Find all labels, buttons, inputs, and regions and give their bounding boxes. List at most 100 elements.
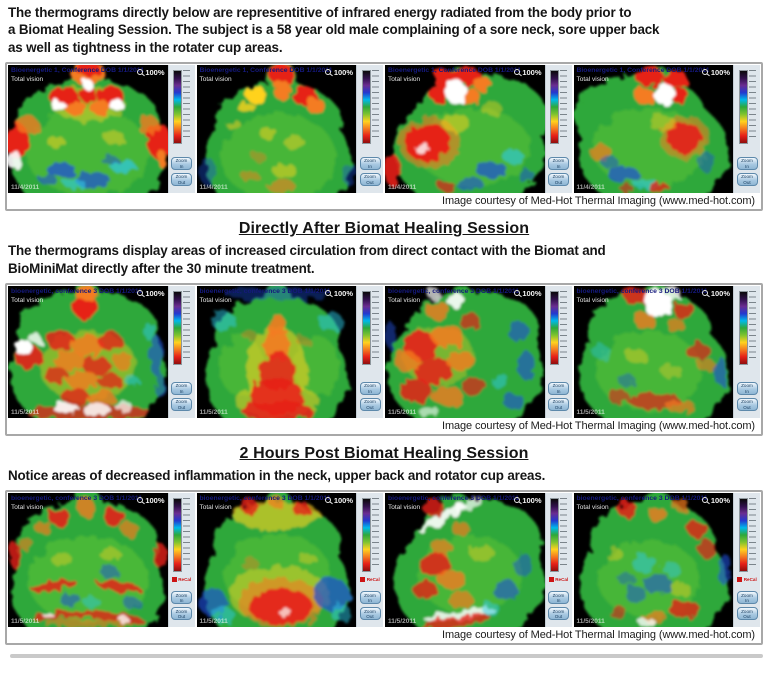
panel-subtitle: Total vision: [199, 503, 232, 511]
temperature-scale: [361, 498, 379, 573]
temperature-scale: [173, 70, 190, 145]
thermogram-panel: Bioenergetic 1, Conference DOB 1/1/2011 …: [8, 65, 195, 194]
thermogram-strip: Bioenergetic 1, Conference DOB 1/1/2011 …: [5, 62, 763, 212]
thermogram-panel: bioenergetic, conference 3 DOB 1/1/2011 …: [573, 493, 760, 628]
capture-date: 11/5/2011: [576, 618, 605, 626]
zoom-percentage: 100%: [333, 495, 353, 505]
recal-icon: [171, 577, 177, 583]
color-scale-strip: ReCal Zoom In Zoom Out: [167, 493, 195, 628]
section-heading: 2 Hours Post Biomat Healing Session: [239, 445, 529, 463]
zoom-in-button[interactable]: Zoom In: [359, 157, 381, 171]
thermogram-panels-row: Bioenergetic 1, Conference DOB 1/1/2011 …: [7, 64, 761, 195]
section-description: The thermograms display areas of increas…: [8, 243, 606, 276]
scale-tick-marks: [183, 70, 190, 142]
zoom-in-button[interactable]: Zoom In: [736, 382, 758, 396]
zoom-level: 100%: [136, 496, 165, 505]
thermogram-panel: Bioenergetic 1, Conference DOB 1/1/2011 …: [573, 65, 760, 194]
zoom-out-button[interactable]: Zoom Out: [171, 398, 192, 412]
zoom-in-button[interactable]: Zoom In: [548, 591, 569, 605]
recal-badge: ReCal: [737, 577, 757, 583]
temperature-scale: [361, 291, 379, 366]
thermogram-panel: bioenergetic, conference 3 DOB 1/1/2011 …: [385, 286, 572, 419]
zoom-level: 100%: [136, 67, 165, 77]
zoom-out-button[interactable]: Zoom Out: [548, 398, 569, 412]
color-scale-strip: ReCal Zoom In Zoom Out: [356, 286, 383, 419]
zoom-percentage: 100%: [710, 288, 730, 298]
magnifier-icon: [702, 497, 709, 504]
capture-date: 11/4/2011: [576, 184, 605, 192]
capture-date: 11/5/2011: [11, 618, 40, 626]
color-scale-strip: ReCal Zoom In Zoom Out: [733, 493, 760, 628]
thermal-image: Bioenergetic 1, Conference DOB 1/1/2011 …: [385, 65, 545, 194]
zoom-percentage: 100%: [145, 67, 165, 77]
zoom-out-button[interactable]: Zoom Out: [548, 173, 569, 187]
scale-tick-marks: [560, 70, 567, 142]
zoom-in-button[interactable]: Zoom In: [171, 382, 192, 396]
panel-subtitle: Total vision: [199, 75, 232, 83]
zoom-out-button[interactable]: Zoom Out: [359, 607, 381, 621]
recal-icon: [737, 577, 743, 583]
thermal-image: Bioenergetic 1, Conference DOB 1/1/2011 …: [196, 65, 356, 194]
zoom-out-button[interactable]: Zoom Out: [548, 607, 569, 621]
panel-subtitle: Total vision: [388, 75, 421, 83]
page: The thermograms directly below are repre…: [0, 4, 768, 683]
temperature-scale: [550, 70, 567, 145]
thermal-image: bioenergetic, conference 3 DOB 1/1/2011 …: [8, 493, 168, 628]
zoom-out-button[interactable]: Zoom Out: [359, 398, 381, 412]
bottom-divider: [10, 654, 763, 659]
zoom-out-button[interactable]: Zoom Out: [736, 398, 758, 412]
panel-title: bioenergetic, conference 3 DOB 1/1/2011: [576, 495, 708, 503]
zoom-level: 100%: [325, 289, 353, 298]
magnifier-icon: [136, 69, 143, 76]
panel-title: bioenergetic, conference 3 DOB 1/1/2011: [11, 495, 143, 503]
temperature-scale-gradient: [738, 498, 748, 573]
panel-subtitle: Total vision: [576, 296, 609, 304]
thermal-image: bioenergetic, conference 3 DOB 1/1/2011 …: [573, 493, 733, 628]
panel-subtitle: Total vision: [199, 296, 232, 304]
panel-subtitle: Total vision: [11, 296, 44, 304]
zoom-in-button[interactable]: Zoom In: [736, 157, 758, 171]
zoom-out-button[interactable]: Zoom Out: [359, 173, 381, 187]
image-credit: Image courtesy of Med-Hot Thermal Imagin…: [7, 194, 761, 210]
color-scale-strip: ReCal Zoom In Zoom Out: [544, 493, 572, 628]
color-scale-strip: ReCal Zoom In Zoom Out: [356, 493, 383, 628]
capture-date: 11/5/2011: [11, 409, 40, 417]
section: Directly After Biomat Healing Session Th…: [0, 220, 768, 437]
temperature-scale: [738, 70, 756, 145]
zoom-in-button[interactable]: Zoom In: [359, 382, 381, 396]
zoom-level: 100%: [136, 288, 165, 298]
zoom-in-button[interactable]: Zoom In: [171, 591, 192, 605]
color-scale-strip: ReCal Zoom In Zoom Out: [544, 65, 572, 194]
temperature-scale-gradient: [173, 498, 182, 573]
thermogram-panels-row: bioenergetic, conference 3 DOB 1/1/2011 …: [7, 285, 761, 420]
panel-title: Bioenergetic 1, Conference DOB 1/1/2011: [199, 67, 333, 75]
zoom-in-button[interactable]: Zoom In: [548, 382, 569, 396]
image-credit: Image courtesy of Med-Hot Thermal Imagin…: [7, 628, 761, 644]
zoom-in-button[interactable]: Zoom In: [171, 157, 192, 171]
zoom-out-button[interactable]: Zoom Out: [736, 173, 758, 187]
zoom-level: 100%: [513, 289, 542, 298]
thermal-image: bioenergetic, conference 3 DOB 1/1/2011 …: [573, 286, 733, 419]
capture-date: 11/5/2011: [388, 409, 417, 417]
zoom-out-button[interactable]: Zoom Out: [171, 607, 192, 621]
temperature-scale-gradient: [361, 70, 371, 145]
magnifier-icon: [513, 497, 520, 504]
color-scale-strip: ReCal Zoom In Zoom Out: [167, 286, 195, 419]
thermal-image: Bioenergetic 1, Conference DOB 1/1/2011 …: [8, 65, 168, 194]
scale-tick-marks: [183, 498, 190, 570]
temperature-scale: [738, 498, 756, 573]
section: The thermograms directly below are repre…: [0, 4, 768, 212]
zoom-out-button[interactable]: Zoom Out: [171, 173, 192, 187]
zoom-in-button[interactable]: Zoom In: [736, 591, 758, 605]
capture-date: 11/4/2011: [11, 184, 40, 192]
zoom-out-button[interactable]: Zoom Out: [736, 607, 758, 621]
thermal-image: bioenergetic, conference 3 DOB 1/1/2011 …: [196, 286, 356, 419]
zoom-percentage: 100%: [145, 288, 165, 298]
zoom-in-button[interactable]: Zoom In: [548, 157, 569, 171]
color-scale-strip: ReCal Zoom In Zoom Out: [733, 65, 760, 194]
thermogram-panel: bioenergetic, conference 3 DOB 1/1/2011 …: [573, 286, 760, 419]
zoom-in-button[interactable]: Zoom In: [359, 591, 381, 605]
zoom-percentage: 100%: [522, 495, 542, 505]
zoom-percentage: 100%: [522, 67, 542, 77]
temperature-scale: [361, 70, 379, 145]
